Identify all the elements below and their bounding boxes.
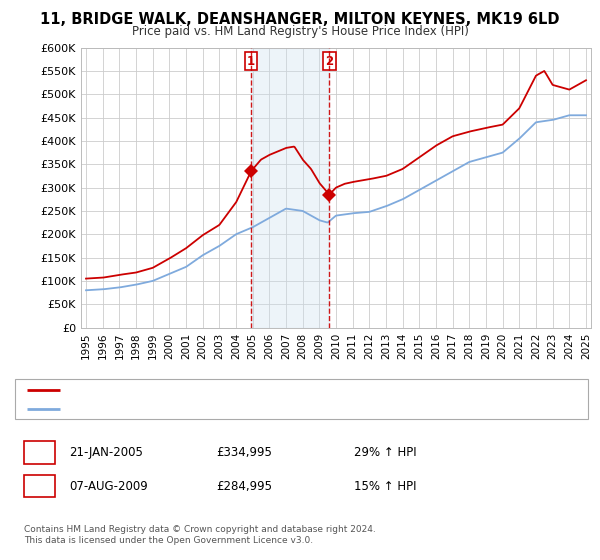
Text: 11, BRIDGE WALK, DEANSHANGER, MILTON KEYNES, MK19 6LD (detached house): 11, BRIDGE WALK, DEANSHANGER, MILTON KEY… [66, 385, 511, 395]
Text: Contains HM Land Registry data © Crown copyright and database right 2024.
This d: Contains HM Land Registry data © Crown c… [24, 525, 376, 545]
Text: 1: 1 [35, 446, 44, 459]
Text: 07-AUG-2009: 07-AUG-2009 [69, 479, 148, 493]
Text: 21-JAN-2005: 21-JAN-2005 [69, 446, 143, 459]
Text: 15% ↑ HPI: 15% ↑ HPI [354, 479, 416, 493]
Text: 2: 2 [35, 479, 44, 493]
Text: £284,995: £284,995 [216, 479, 272, 493]
Bar [251, 48, 329, 328]
Text: 1: 1 [247, 55, 255, 68]
Text: Price paid vs. HM Land Registry's House Price Index (HPI): Price paid vs. HM Land Registry's House … [131, 25, 469, 38]
Text: 2: 2 [325, 55, 334, 68]
Text: HPI: Average price, detached house, West Northamptonshire: HPI: Average price, detached house, West… [66, 404, 398, 414]
Text: 29% ↑ HPI: 29% ↑ HPI [354, 446, 416, 459]
Text: 11, BRIDGE WALK, DEANSHANGER, MILTON KEYNES, MK19 6LD: 11, BRIDGE WALK, DEANSHANGER, MILTON KEY… [40, 12, 560, 27]
Text: £334,995: £334,995 [216, 446, 272, 459]
